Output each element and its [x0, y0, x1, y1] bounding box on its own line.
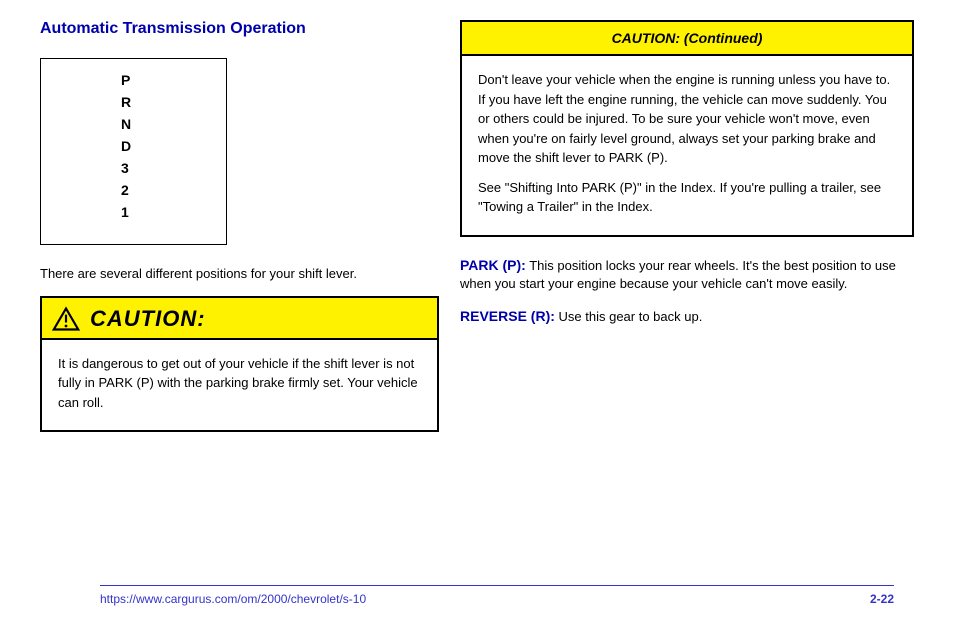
caution-header: CAUTION: [42, 298, 437, 340]
caution-continued-box: CAUTION: (Continued) Don't leave your ve… [460, 20, 914, 237]
caution-continued-p1: Don't leave your vehicle when the engine… [478, 70, 896, 168]
gear-3: 3 [121, 157, 132, 179]
reverse-title: REVERSE (R): [460, 308, 555, 324]
gear-positions-list: P R N D 3 2 1 [121, 69, 132, 223]
footer-page-number: 2-22 [870, 592, 894, 606]
park-paragraph: PARK (P): This position locks your rear … [460, 255, 910, 295]
reverse-paragraph: REVERSE (R): Use this gear to back up. [460, 306, 910, 327]
gear-selector-diagram: P R N D 3 2 1 [40, 58, 227, 245]
caution-title: CAUTION: [90, 306, 206, 332]
left-column: Automatic Transmission Operation P R N D… [40, 20, 435, 432]
gear-r: R [121, 91, 132, 113]
gear-d: D [121, 135, 132, 157]
warning-triangle-icon [52, 306, 80, 332]
park-text: This position locks your rear wheels. It… [460, 258, 896, 292]
page-footer: https://www.cargurus.com/om/2000/chevrol… [100, 585, 894, 606]
right-column: CAUTION: (Continued) Don't leave your ve… [460, 20, 910, 339]
intro-text: There are several different positions fo… [40, 265, 435, 284]
caution-continued-p2: See "Shifting Into PARK (P)" in the Inde… [478, 178, 896, 217]
reverse-text: Use this gear to back up. [555, 309, 702, 324]
gear-2: 2 [121, 179, 132, 201]
caution-body: It is dangerous to get out of your vehic… [42, 340, 437, 431]
caution-continued-header: CAUTION: (Continued) [462, 22, 912, 56]
footer-source-link[interactable]: https://www.cargurus.com/om/2000/chevrol… [100, 592, 366, 606]
park-title: PARK (P): [460, 257, 526, 273]
gear-1: 1 [121, 201, 132, 223]
gear-p: P [121, 69, 132, 91]
caution-box: CAUTION: It is dangerous to get out of y… [40, 296, 439, 433]
caution-continued-body: Don't leave your vehicle when the engine… [462, 56, 912, 235]
section-heading: Automatic Transmission Operation [40, 20, 435, 38]
gear-n: N [121, 113, 132, 135]
